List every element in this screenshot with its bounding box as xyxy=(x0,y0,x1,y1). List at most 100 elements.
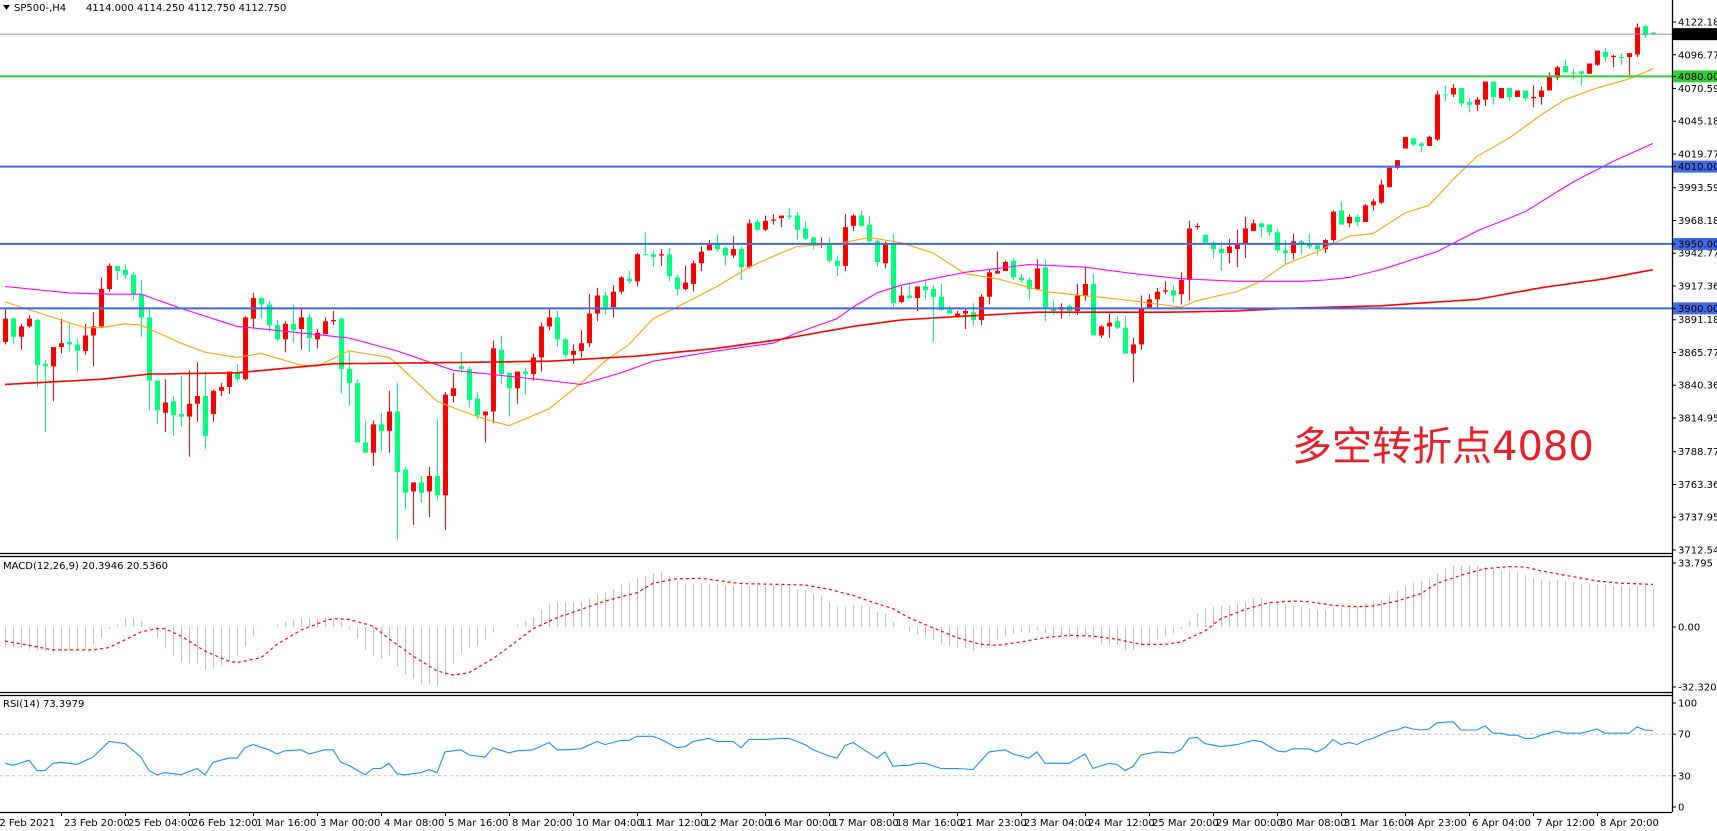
candle-body xyxy=(987,272,992,297)
candle xyxy=(1083,267,1088,301)
candle xyxy=(1403,136,1408,149)
candle-body xyxy=(1195,225,1200,228)
level-price-label: 4010.000 xyxy=(1678,162,1717,173)
candle-body xyxy=(1411,138,1416,145)
candle xyxy=(1355,214,1360,226)
candle xyxy=(691,260,696,292)
candle xyxy=(1147,294,1152,309)
candle xyxy=(507,372,512,417)
candle xyxy=(1539,86,1544,105)
candle xyxy=(723,246,728,266)
candle-body xyxy=(603,295,608,308)
candle-body xyxy=(235,372,240,380)
candle xyxy=(1011,258,1016,281)
candle-body xyxy=(875,241,880,262)
candle-body xyxy=(1147,299,1152,309)
candle xyxy=(651,250,656,268)
candle-body xyxy=(483,411,488,416)
level-price-label-bg xyxy=(1673,70,1717,83)
candle xyxy=(499,335,504,385)
candle-body xyxy=(11,318,16,337)
candle xyxy=(155,380,160,425)
candle xyxy=(219,383,224,397)
candle-body xyxy=(1419,143,1424,146)
candle xyxy=(667,247,672,282)
candle-body xyxy=(907,295,912,299)
level-price-label: 4112.750 xyxy=(1678,30,1717,41)
candle-body xyxy=(1171,290,1176,296)
candle-body xyxy=(1347,216,1352,224)
candle xyxy=(251,292,256,328)
candle xyxy=(1251,219,1256,232)
price-axis-label: 3865.770 xyxy=(1678,348,1717,359)
candle xyxy=(731,236,736,259)
time-axis-label: 8 Mar 20:00 xyxy=(512,818,572,829)
candle-body xyxy=(843,227,848,266)
time-axis-label: 18 Mar 16:00 xyxy=(896,818,963,829)
candle-body xyxy=(555,317,560,340)
price-axis-label: 3814.950 xyxy=(1678,414,1717,425)
candle xyxy=(891,233,896,308)
candle xyxy=(67,322,72,353)
candle xyxy=(1451,84,1456,97)
candle xyxy=(371,420,376,466)
candle xyxy=(1123,316,1128,354)
candle xyxy=(995,251,1000,274)
candle xyxy=(267,300,272,332)
time-axis-label: 16 Mar 00:00 xyxy=(768,818,835,829)
price-axis-label: 3763.360 xyxy=(1678,480,1717,491)
candle xyxy=(1323,238,1328,253)
candle xyxy=(123,264,128,279)
candle xyxy=(91,312,96,367)
candle xyxy=(451,372,456,403)
symbol-timeframe: SP500-,H4 xyxy=(14,3,66,14)
candle-body xyxy=(1651,32,1656,35)
candle xyxy=(1099,325,1104,339)
candle xyxy=(683,265,688,291)
candle-body xyxy=(1291,241,1296,253)
dropdown-triangle-icon[interactable] xyxy=(3,5,10,10)
candle-body xyxy=(915,286,920,299)
candle xyxy=(531,353,536,381)
candle xyxy=(803,220,808,241)
candle-body xyxy=(411,482,416,492)
moving-average-mid xyxy=(4,142,1654,385)
candle xyxy=(1363,203,1368,223)
candle-body xyxy=(1011,260,1016,278)
candle-body xyxy=(59,343,64,348)
candle xyxy=(515,371,520,404)
candle xyxy=(1219,241,1224,271)
candle-body xyxy=(1363,205,1368,223)
candle-body xyxy=(923,286,928,291)
candle xyxy=(1427,135,1432,146)
candle-body xyxy=(1531,96,1536,99)
candle xyxy=(3,309,8,345)
time-axis-label: 11 Mar 12:00 xyxy=(640,818,707,829)
candle xyxy=(1571,68,1576,79)
candle-body xyxy=(227,371,232,388)
candle xyxy=(427,466,432,518)
candle xyxy=(947,305,952,314)
candle xyxy=(1171,285,1176,304)
candle-body xyxy=(739,249,744,268)
time-axis-label: 4 Apr 23:00 xyxy=(1408,818,1467,829)
candle-body xyxy=(635,254,640,282)
candle-body xyxy=(1539,90,1544,97)
candle-body xyxy=(3,318,8,342)
candle-body xyxy=(955,313,960,318)
rsi-axis-label: 70 xyxy=(1678,730,1691,741)
candle-body xyxy=(155,380,160,411)
candle-body xyxy=(859,215,864,226)
candle-body xyxy=(515,371,520,389)
candle xyxy=(1179,272,1184,305)
candle-body xyxy=(1267,224,1272,233)
candle-body xyxy=(1043,267,1048,309)
candle xyxy=(315,328,320,349)
pane-frames xyxy=(0,0,1674,814)
candle xyxy=(1419,142,1424,153)
candle-body xyxy=(115,265,120,271)
candle-body xyxy=(475,398,480,416)
candle xyxy=(419,475,424,504)
